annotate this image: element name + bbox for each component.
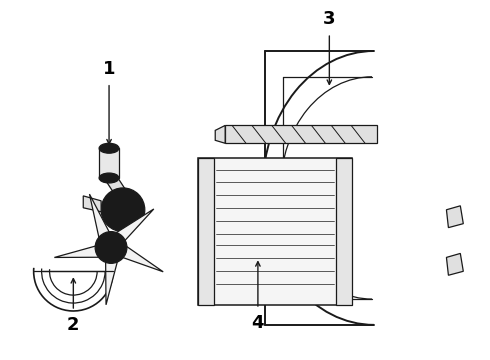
Polygon shape bbox=[198, 158, 352, 305]
Polygon shape bbox=[121, 247, 163, 272]
Ellipse shape bbox=[99, 173, 119, 183]
Ellipse shape bbox=[113, 200, 133, 220]
Polygon shape bbox=[99, 148, 119, 178]
Polygon shape bbox=[215, 125, 225, 143]
Ellipse shape bbox=[108, 244, 114, 251]
Ellipse shape bbox=[119, 206, 127, 214]
Polygon shape bbox=[446, 253, 464, 275]
Polygon shape bbox=[102, 175, 131, 198]
Ellipse shape bbox=[104, 240, 118, 255]
Text: 1: 1 bbox=[103, 60, 115, 78]
Polygon shape bbox=[225, 125, 377, 143]
Polygon shape bbox=[90, 194, 110, 237]
Ellipse shape bbox=[101, 188, 145, 231]
Polygon shape bbox=[54, 246, 98, 257]
Text: 3: 3 bbox=[323, 10, 336, 28]
Polygon shape bbox=[83, 196, 101, 212]
Ellipse shape bbox=[95, 231, 127, 264]
Polygon shape bbox=[117, 209, 154, 242]
Text: 4: 4 bbox=[252, 314, 264, 332]
Polygon shape bbox=[106, 260, 117, 305]
Text: 2: 2 bbox=[67, 316, 79, 334]
Polygon shape bbox=[446, 206, 464, 228]
Ellipse shape bbox=[99, 143, 119, 153]
Polygon shape bbox=[198, 158, 214, 305]
Polygon shape bbox=[336, 158, 352, 305]
